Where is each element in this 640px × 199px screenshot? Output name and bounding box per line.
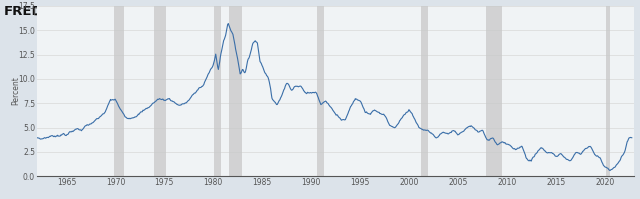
Bar <box>421 6 428 176</box>
Bar <box>214 6 221 176</box>
Text: —  Market Yield on U.S. Treasury Securities at 10-Year Constant Maturity, Quoted: — Market Yield on U.S. Treasury Securiti… <box>43 8 420 15</box>
Bar <box>154 6 166 176</box>
Bar <box>115 6 124 176</box>
Y-axis label: Percent: Percent <box>11 77 20 105</box>
Bar <box>229 6 242 176</box>
Bar <box>606 6 610 176</box>
Text: FRED: FRED <box>4 5 44 18</box>
Bar <box>486 6 502 176</box>
Bar <box>317 6 324 176</box>
Text: ⧖: ⧖ <box>33 7 38 16</box>
